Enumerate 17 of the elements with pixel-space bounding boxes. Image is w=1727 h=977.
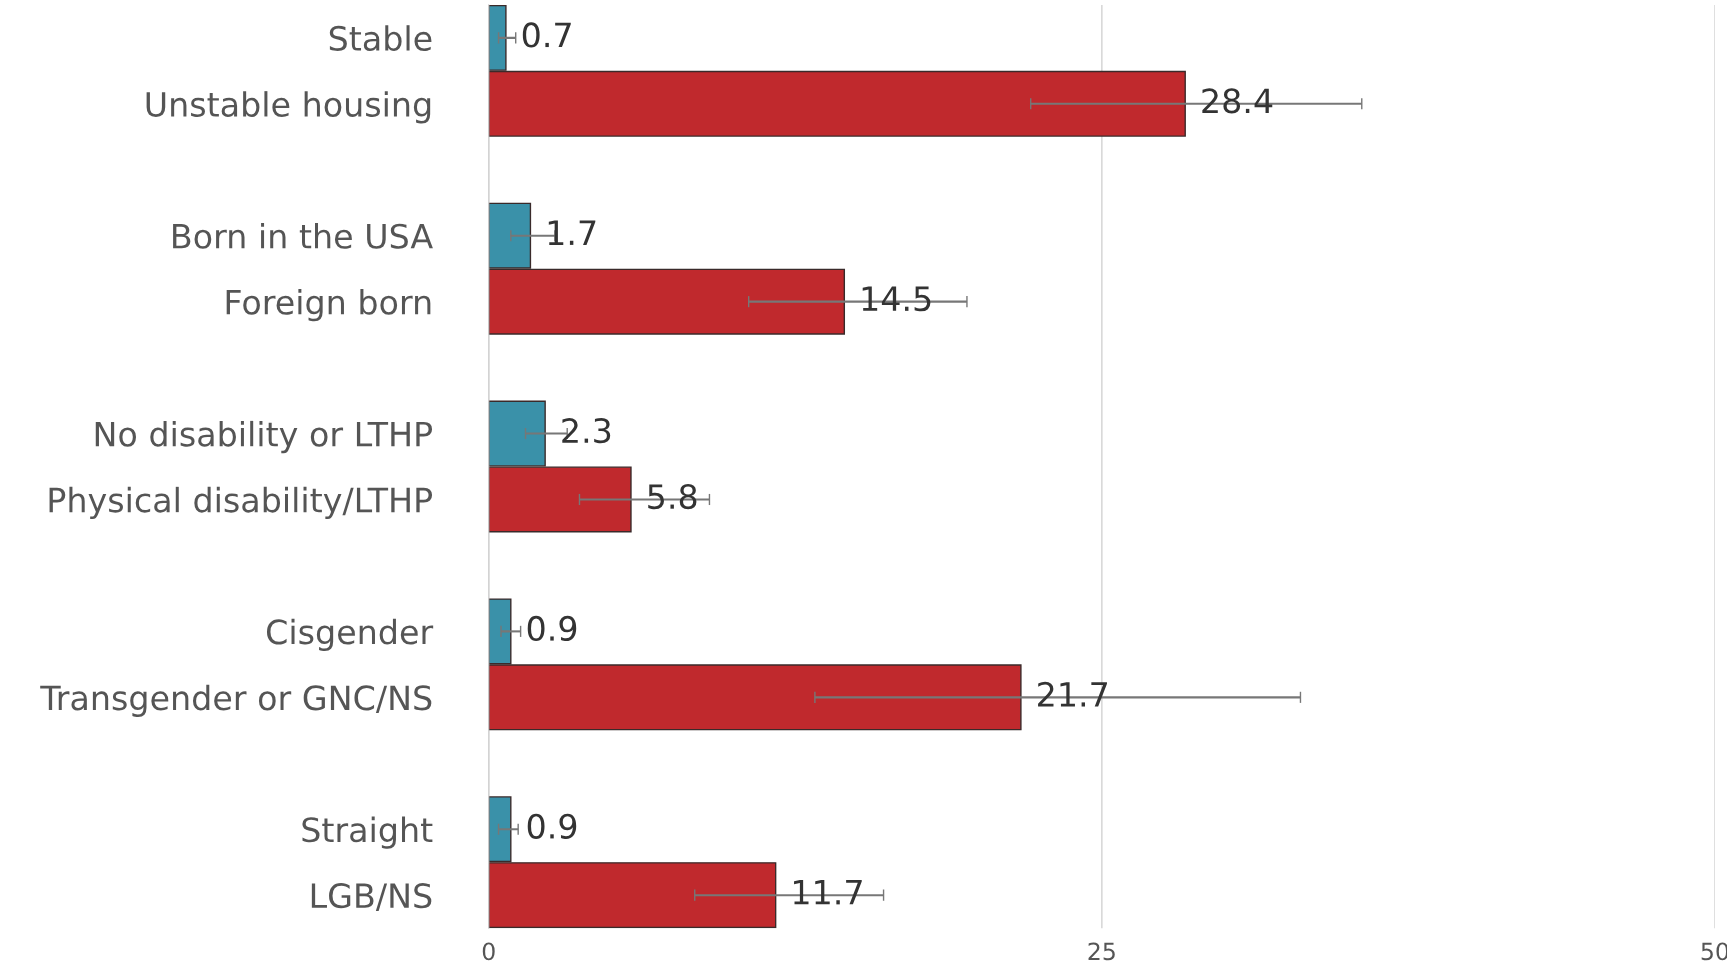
y-tick-label: Cisgender (266, 618, 434, 651)
y-tick-label: Transgender or GNC/NS (40, 684, 432, 717)
data-label: 2.3 (562, 418, 611, 444)
y-tick-label: Straight (302, 816, 433, 849)
data-label: 0.9 (527, 615, 577, 642)
y-tick-label: Foreign born (226, 288, 431, 322)
data-label: 0.9 (527, 813, 577, 839)
y-tick-label: Stable (329, 25, 432, 51)
data-label: 1.7 (548, 220, 596, 245)
y-tick-label: Unstable housing (146, 91, 431, 124)
y-tick-label: Born in the USA (173, 223, 433, 249)
y-tick-label: No disability or LTHP (95, 420, 433, 454)
x-tick-label: 25 (1088, 942, 1115, 961)
y-tick-label: LGB/NS (311, 883, 432, 911)
data-label: 0.7 (522, 22, 571, 48)
x-tick-label: 0 (482, 942, 495, 961)
y-tick-label: Physical disability/LTHP (49, 486, 433, 520)
